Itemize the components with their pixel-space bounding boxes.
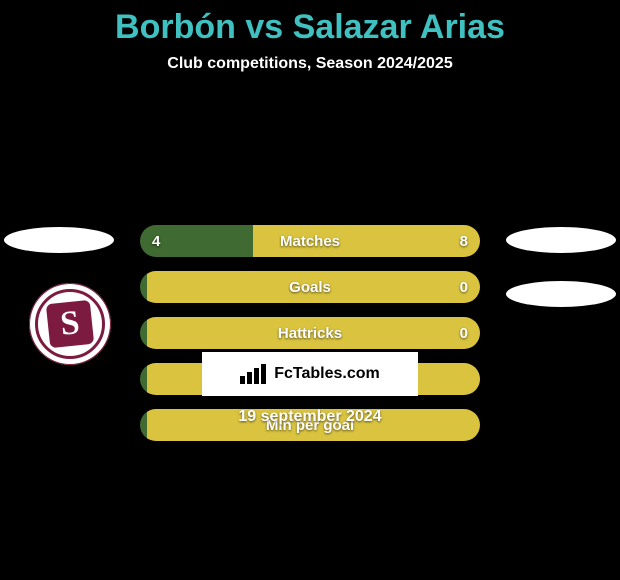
page-subtitle: Club competitions, Season 2024/2025 xyxy=(0,55,620,73)
player-left-oval xyxy=(4,227,114,253)
club-badge-ring: S xyxy=(35,289,105,359)
footer-brand-box: FcTables.com xyxy=(202,352,418,396)
footer-brand-text: FcTables.com xyxy=(274,365,380,383)
stat-bar: Hattricks0 xyxy=(140,317,480,349)
stat-bar-right-seg xyxy=(147,317,480,349)
player-right-oval xyxy=(506,227,616,253)
club-badge: S xyxy=(29,283,111,365)
stat-bar: Matches48 xyxy=(140,225,480,257)
page-title: Borbón vs Salazar Arias xyxy=(0,0,620,47)
stat-bar-left-seg xyxy=(140,317,147,349)
stat-bar-left-seg xyxy=(140,225,253,257)
stat-bar-right-seg xyxy=(147,271,480,303)
stat-bar-left-seg xyxy=(140,271,147,303)
stat-bar-left-seg xyxy=(140,363,147,395)
player-right-oval-2 xyxy=(506,281,616,307)
club-badge-letter: S xyxy=(46,300,94,348)
date-text: 19 september 2024 xyxy=(0,408,620,426)
stat-bar: Goals0 xyxy=(140,271,480,303)
stat-bar-right-seg xyxy=(253,225,480,257)
chart-icon xyxy=(240,364,268,384)
